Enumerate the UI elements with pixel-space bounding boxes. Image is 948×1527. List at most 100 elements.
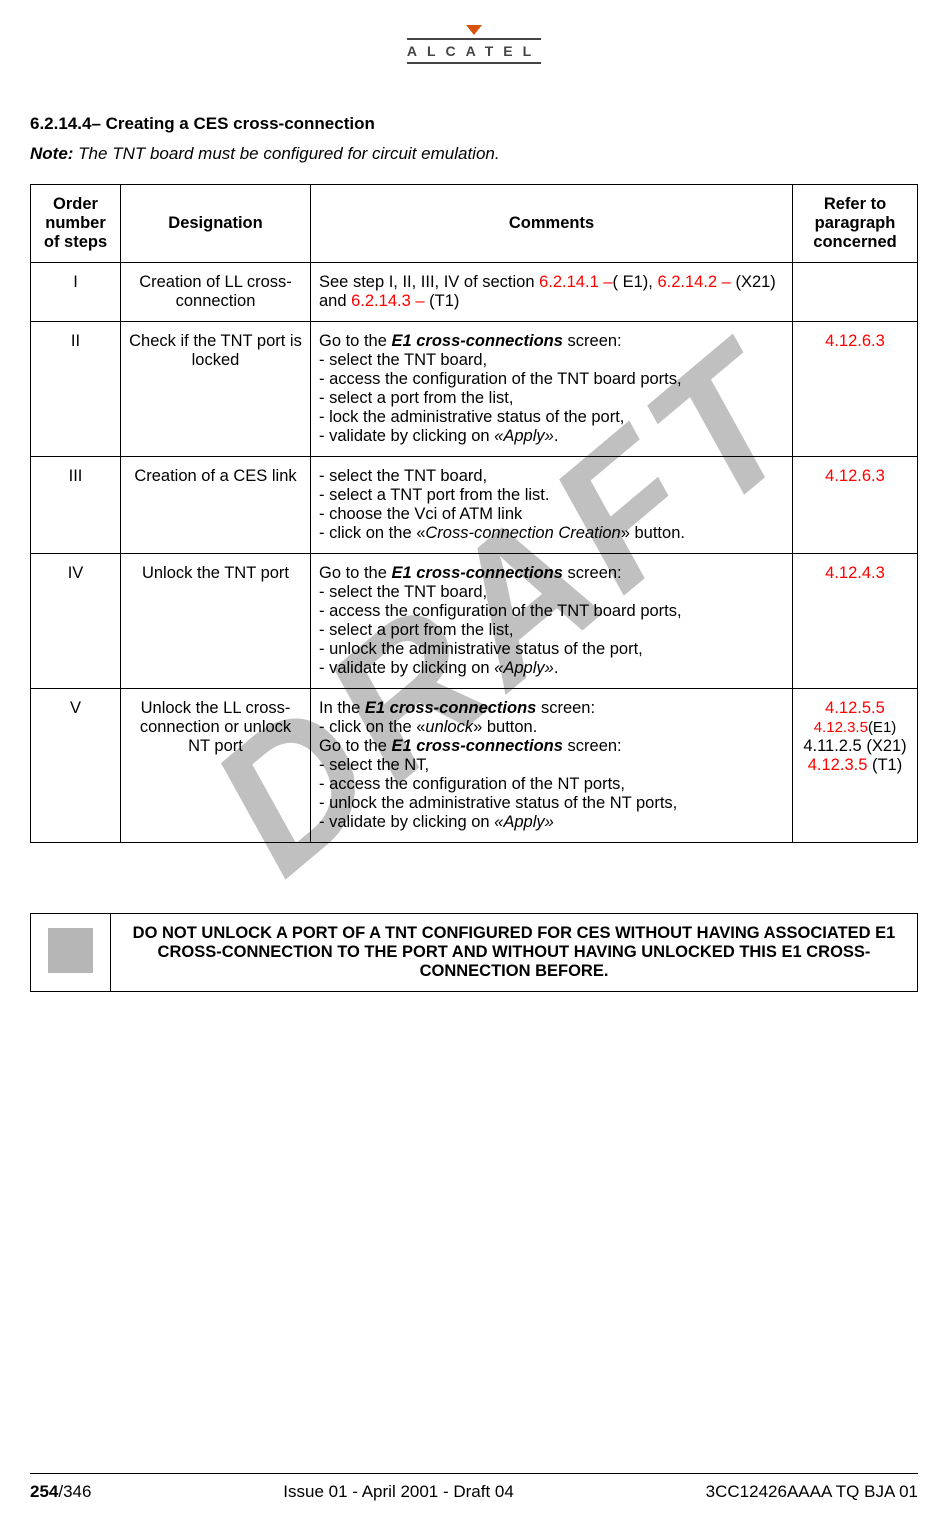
text: (T1)	[867, 756, 902, 774]
text: screen:	[536, 699, 595, 717]
page-footer: 254/346 Issue 01 - April 2001 - Draft 04…	[30, 1473, 918, 1502]
bullet: - select a port from the list,	[319, 389, 513, 407]
ref-link: 6.2.14.1 –	[539, 273, 612, 291]
cell-ref: 4.12.6.3	[793, 322, 918, 457]
cell-designation: Creation of LL cross-connection	[121, 263, 311, 322]
text: (T1)	[425, 292, 460, 310]
cell-ref: 4.12.5.5 4.12.3.5(E1) 4.11.2.5 (X21) 4.1…	[793, 689, 918, 843]
bullet: - unlock the administrative status of th…	[319, 640, 643, 658]
ref-link: 6.2.14.3 –	[351, 292, 424, 310]
bullet: - validate by clicking on	[319, 659, 494, 677]
button-ref: «Apply»	[494, 659, 554, 677]
text: ( E1),	[613, 273, 658, 291]
warning-icon-cell	[31, 914, 111, 992]
warning-icon	[48, 928, 93, 973]
bullet: - validate by clicking on	[319, 813, 494, 831]
table-row: III Creation of a CES link - select the …	[31, 457, 918, 554]
text: Go to the	[319, 332, 391, 350]
note-text: The TNT board must be configured for cir…	[73, 144, 499, 163]
cell-designation: Unlock the TNT port	[121, 554, 311, 689]
bullet: - unlock the administrative status of th…	[319, 794, 677, 812]
bullet: - access the configuration of the TNT bo…	[319, 370, 682, 388]
page-current: 254	[30, 1482, 58, 1501]
button-ref: Cross-connection Creation	[425, 524, 620, 542]
text: screen:	[563, 332, 622, 350]
page-total: /346	[58, 1482, 91, 1501]
table-row: II Check if the TNT port is locked Go to…	[31, 322, 918, 457]
bullet: - click on the «	[319, 718, 425, 736]
cell-ref: 4.12.6.3	[793, 457, 918, 554]
cell-designation: Check if the TNT port is locked	[121, 322, 311, 457]
steps-table: Order number of steps Designation Commen…	[30, 184, 918, 843]
screen-name: E1 cross-connections	[391, 564, 562, 582]
cell-order: V	[31, 689, 121, 843]
screen-name: E1 cross-connections	[391, 332, 562, 350]
bullet: - select the TNT board,	[319, 351, 487, 369]
bullet: - select a port from the list,	[319, 621, 513, 639]
cell-ref: 4.12.4.3	[793, 554, 918, 689]
bullet: - access the configuration of the TNT bo…	[319, 602, 682, 620]
bullet: - access the configuration of the NT por…	[319, 775, 625, 793]
cell-designation: Creation of a CES link	[121, 457, 311, 554]
table-row: V Unlock the LL cross-connection or unlo…	[31, 689, 918, 843]
table-row: IV Unlock the TNT port Go to the E1 cros…	[31, 554, 918, 689]
text: Go to the	[319, 737, 391, 755]
footer-issue: Issue 01 - April 2001 - Draft 04	[91, 1482, 705, 1502]
table-row: I Creation of LL cross-connection See st…	[31, 263, 918, 322]
bullet: - select the TNT board,	[319, 467, 487, 485]
footer-docref: 3CC12426AAAA TQ BJA 01	[706, 1482, 918, 1502]
note-label: Note:	[30, 144, 73, 163]
text: 4.11.2.5 (X21)	[803, 737, 906, 755]
text: Go to the	[319, 564, 391, 582]
button-ref: «Apply»	[494, 813, 554, 831]
cell-order: III	[31, 457, 121, 554]
text: screen:	[563, 564, 622, 582]
brand-logo: ALCATEL	[30, 25, 918, 64]
cell-comments: Go to the E1 cross-connections screen: -…	[311, 554, 793, 689]
text: See step I, II, III, IV of section	[319, 273, 539, 291]
button-ref: unlock	[425, 718, 473, 736]
text: .	[554, 427, 559, 445]
logo-text: ALCATEL	[407, 38, 541, 64]
ref-link: 4.12.3.5	[808, 756, 868, 774]
cell-designation: Unlock the LL cross-connection or unlock…	[121, 689, 311, 843]
text: screen:	[563, 737, 622, 755]
bullet: - choose the Vci of ATM link	[319, 505, 522, 523]
warning-box: DO NOT UNLOCK A PORT OF A TNT CONFIGURED…	[30, 913, 918, 992]
text: » button.	[473, 718, 537, 736]
ref-link: 4.12.5.5	[825, 699, 885, 717]
cell-order: I	[31, 263, 121, 322]
footer-page: 254/346	[30, 1482, 91, 1502]
th-refer: Refer to paragraph concerned	[793, 185, 918, 263]
section-title: Creating a CES cross-connection	[101, 114, 375, 133]
cell-comments: In the E1 cross-connections screen: - cl…	[311, 689, 793, 843]
logo-triangle-icon	[466, 25, 482, 35]
bullet: - click on the «	[319, 524, 425, 542]
cell-ref	[793, 263, 918, 322]
warning-text: DO NOT UNLOCK A PORT OF A TNT CONFIGURED…	[111, 914, 918, 992]
table-header-row: Order number of steps Designation Commen…	[31, 185, 918, 263]
text: .	[554, 659, 559, 677]
text: (E1)	[868, 719, 896, 736]
bullet: - lock the administrative status of the …	[319, 408, 624, 426]
cell-order: IV	[31, 554, 121, 689]
bullet: - select the TNT board,	[319, 583, 487, 601]
cell-comments: - select the TNT board, - select a TNT p…	[311, 457, 793, 554]
cell-comments: See step I, II, III, IV of section 6.2.1…	[311, 263, 793, 322]
th-order: Order number of steps	[31, 185, 121, 263]
bullet: - select the NT,	[319, 756, 429, 774]
bullet: - select a TNT port from the list.	[319, 486, 549, 504]
button-ref: «Apply»	[494, 427, 554, 445]
section-heading: 6.2.14.4– Creating a CES cross-connectio…	[30, 114, 918, 134]
text: » button.	[621, 524, 685, 542]
th-designation: Designation	[121, 185, 311, 263]
text: In the	[319, 699, 365, 717]
section-number: 6.2.14.4–	[30, 114, 101, 133]
cell-order: II	[31, 322, 121, 457]
ref-link: 4.12.3.5	[814, 719, 868, 736]
ref-link: 6.2.14.2 –	[657, 273, 730, 291]
note-line: Note: The TNT board must be configured f…	[30, 144, 918, 164]
screen-name: E1 cross-connections	[365, 699, 536, 717]
cell-comments: Go to the E1 cross-connections screen: -…	[311, 322, 793, 457]
screen-name: E1 cross-connections	[391, 737, 562, 755]
